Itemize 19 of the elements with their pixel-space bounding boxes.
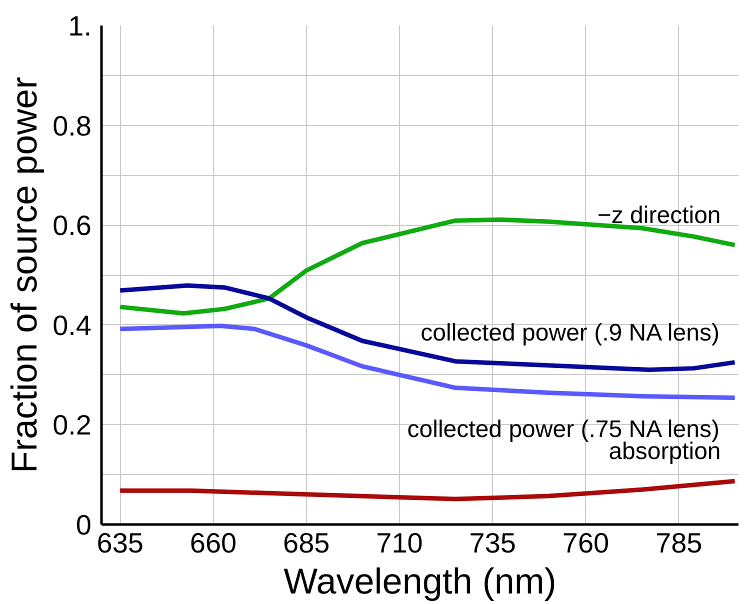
y-tick-label: 1. xyxy=(68,10,92,42)
y-axis-title: Fraction of source power xyxy=(4,76,45,474)
y-tick-label: 0.2 xyxy=(52,410,92,441)
y-tick-label: 0.4 xyxy=(52,310,92,341)
x-tick-label: 635 xyxy=(96,528,144,558)
series-label: collected power (.75 NA lens) xyxy=(407,416,720,443)
y-tick-label: 0.6 xyxy=(52,210,92,242)
x-tick-label: 735 xyxy=(469,528,516,558)
x-tick-label: 660 xyxy=(190,528,237,558)
x-tick-label: 710 xyxy=(376,528,423,558)
y-tick-label: 0.8 xyxy=(52,110,92,142)
x-axis-title: Wavelength (nm) xyxy=(284,560,556,602)
x-tick-label: 760 xyxy=(562,528,610,558)
line-series xyxy=(118,283,738,372)
x-tick-label: 685 xyxy=(283,528,330,558)
y-tick-label: 0 xyxy=(76,510,92,540)
x-tick-label: 785 xyxy=(656,528,702,558)
series-label: −z direction xyxy=(597,202,721,230)
series-label: collected power (.9 NA lens) xyxy=(420,319,720,346)
